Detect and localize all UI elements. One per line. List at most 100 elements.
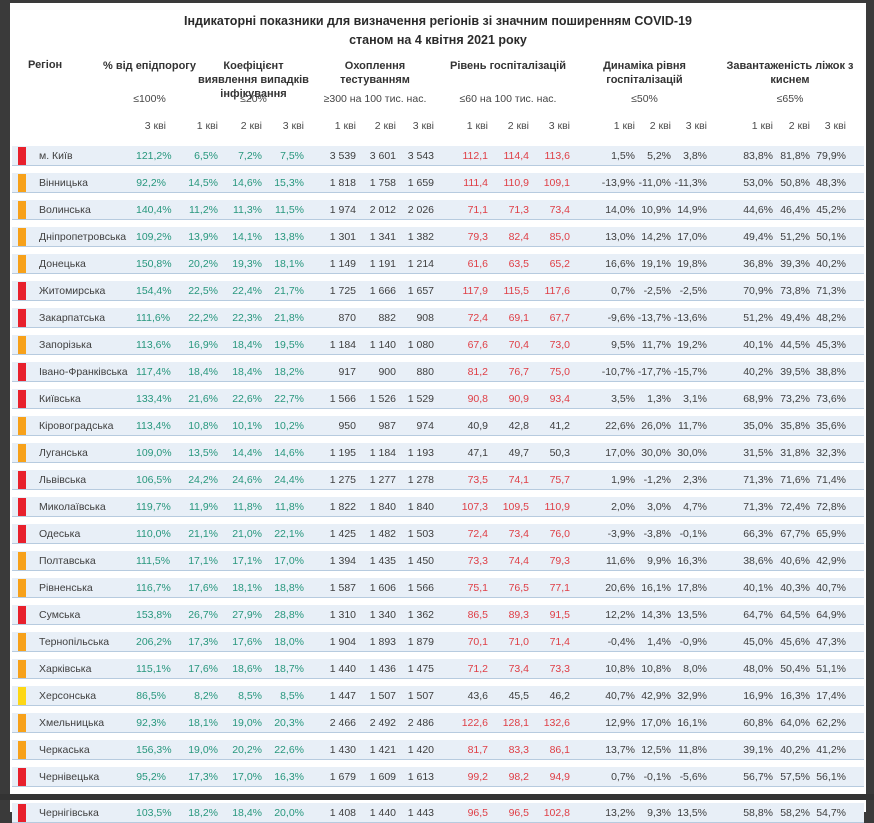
testing-coverage-value: 1 394 (329, 554, 356, 567)
detection-coefficient-value: 22,3% (232, 311, 262, 324)
region-name: Полтавська (18, 551, 136, 571)
oxygen-bed-load-value: 60,8% (743, 716, 773, 729)
detection-coefficient-value: 20,2% (232, 743, 262, 756)
epid-threshold-value: 103,5% (136, 806, 172, 819)
detection-coefficient-value: 11,8% (233, 500, 262, 513)
region-name: Рівненська (18, 578, 136, 598)
testing-coverage-value: 974 (416, 419, 434, 432)
testing-coverage-value: 1 758 (369, 176, 396, 189)
detection-coefficient-value: 18,4% (232, 365, 262, 378)
hospitalization-dynamics-value: 14,3% (641, 608, 671, 621)
hospitalization-level-value: 114,4 (503, 149, 530, 162)
detection-coefficient-value: 22,5% (188, 284, 218, 297)
hospitalization-level-value: 93,4 (549, 392, 570, 405)
epid-threshold-value: 115,1% (136, 662, 171, 675)
detection-coefficient-value: 8,2% (194, 689, 218, 702)
epid-threshold-value: 156,3% (136, 743, 172, 756)
testing-coverage-value: 1 341 (369, 230, 396, 243)
hospitalization-dynamics-value: 16,3% (677, 554, 707, 567)
hospitalization-level-value: 73,4 (508, 662, 529, 675)
hospitalization-level-value: 76,0 (549, 527, 570, 540)
oxygen-bed-load-value: 71,3% (816, 284, 846, 297)
detection-coefficient-value: 21,6% (188, 392, 218, 405)
region-name: Івано-Франківська (18, 362, 136, 382)
hospitalization-level-value: 40,9 (467, 419, 488, 432)
epid-threshold-value: 109,0% (136, 446, 172, 459)
detection-coefficient-value: 26,7% (188, 608, 218, 621)
hospitalization-level-value: 70,1 (467, 635, 488, 648)
testing-coverage-value: 1 310 (329, 608, 356, 621)
epid-threshold-value: 95,2% (136, 770, 166, 783)
header-threshold-row: ≤100% ≤20% ≥300 на 100 тис. нас. ≤60 на … (12, 93, 866, 107)
hospitalization-dynamics-value: 26,0% (641, 419, 671, 432)
status-marker-orange (18, 740, 26, 759)
oxygen-bed-load-value: 38,6% (743, 554, 773, 567)
testing-coverage-value: 1 606 (369, 581, 396, 594)
region-name: Харківська (18, 659, 136, 679)
epid-threshold-value: 110,0% (136, 527, 171, 540)
detection-coefficient-value: 17,3% (188, 770, 218, 783)
subcol-label: 2 кві (374, 119, 396, 132)
hospitalization-level-value: 96,5 (508, 806, 529, 819)
hospitalization-level-value: 110,9 (544, 500, 571, 513)
detection-coefficient-value: 21,0% (232, 527, 262, 540)
hospitalization-dynamics-value: 13,2% (605, 806, 635, 819)
hospitalization-level-value: 113,6 (544, 149, 571, 162)
status-marker-orange (18, 713, 26, 732)
threshold-detection: ≤20% (240, 92, 267, 105)
hospitalization-level-value: 122,6 (461, 716, 488, 729)
hospitalization-dynamics-value: 9,9% (647, 554, 671, 567)
hospitalization-level-value: 79,3 (467, 230, 488, 243)
oxygen-bed-load-value: 51,2% (780, 230, 810, 243)
status-marker-red (18, 470, 26, 489)
oxygen-bed-load-value: 68,9% (743, 392, 773, 405)
detection-coefficient-value: 16,3% (274, 770, 304, 783)
hospitalization-level-value: 109,5 (502, 500, 529, 513)
hospitalization-level-value: 94,9 (549, 770, 570, 783)
testing-coverage-value: 2 492 (369, 716, 396, 729)
hospitalization-dynamics-value: -13,9% (601, 176, 635, 189)
oxygen-bed-load-value: 44,6% (743, 203, 773, 216)
hospitalization-level-value: 71,2 (467, 662, 488, 675)
testing-coverage-value: 1 184 (329, 338, 356, 351)
hospitalization-level-value: 74,4 (508, 554, 529, 567)
title-line-1: Індикаторні показники для визначення рег… (184, 14, 692, 28)
status-marker-red (18, 362, 26, 381)
table-row: Чернігівська 103,5% 18,2% 18,4% 20,0% 1 408 1 … (12, 802, 864, 823)
hospitalization-dynamics-value: -9,6% (607, 311, 635, 324)
hospitalization-dynamics-value: 9,5% (611, 338, 635, 351)
hospitalization-level-value: 112,1 (462, 149, 489, 162)
column-header-detection-coefficient: Коефіцієнт виявлення випадків інфікуванн… (198, 59, 309, 101)
hospitalization-dynamics-value: 2,3% (683, 473, 707, 486)
hospitalization-level-value: 107,3 (461, 500, 488, 513)
hospitalization-level-value: 73,4 (549, 203, 570, 216)
oxygen-bed-load-value: 31,8% (780, 446, 810, 459)
testing-coverage-value: 1 475 (407, 662, 434, 675)
hospitalization-level-value: 75,7 (549, 473, 570, 486)
testing-coverage-value: 1 482 (369, 527, 396, 540)
detection-coefficient-value: 18,1% (274, 257, 304, 270)
hospitalization-dynamics-value: -15,7% (673, 365, 707, 378)
detection-coefficient-value: 17,6% (232, 635, 262, 648)
hospitalization-level-value: 76,7 (508, 365, 529, 378)
table-row: Хмельницька 92,3% 18,1% 19,0% 20,3% 2 466 2 49… (12, 712, 864, 733)
hospitalization-dynamics-value: 1,4% (647, 635, 671, 648)
hospitalization-level-value: 71,0 (508, 635, 529, 648)
detection-coefficient-value: 17,6% (188, 662, 218, 675)
status-marker-red (18, 308, 26, 327)
hospitalization-dynamics-value: 40,7% (605, 689, 635, 702)
hospitalization-level-value: 47,1 (467, 446, 488, 459)
hospitalization-dynamics-value: -0,9% (679, 635, 707, 648)
hospitalization-dynamics-value: 1,3% (647, 392, 671, 405)
hospitalization-dynamics-value: 11,7% (642, 338, 671, 351)
hospitalization-dynamics-value: -1,2% (643, 473, 671, 486)
hospitalization-dynamics-value: 19,8% (677, 257, 707, 270)
detection-coefficient-value: 7,5% (280, 149, 304, 162)
testing-coverage-value: 870 (338, 311, 356, 324)
testing-coverage-value: 1 507 (407, 689, 434, 702)
title-line-2: станом на 4 квітня 2021 року (349, 33, 527, 48)
oxygen-bed-load-value: 72,8% (816, 500, 846, 513)
oxygen-bed-load-value: 44,5% (780, 338, 810, 351)
epid-threshold-value: 121,2% (136, 149, 172, 162)
column-header-region: Регіон (28, 58, 63, 71)
